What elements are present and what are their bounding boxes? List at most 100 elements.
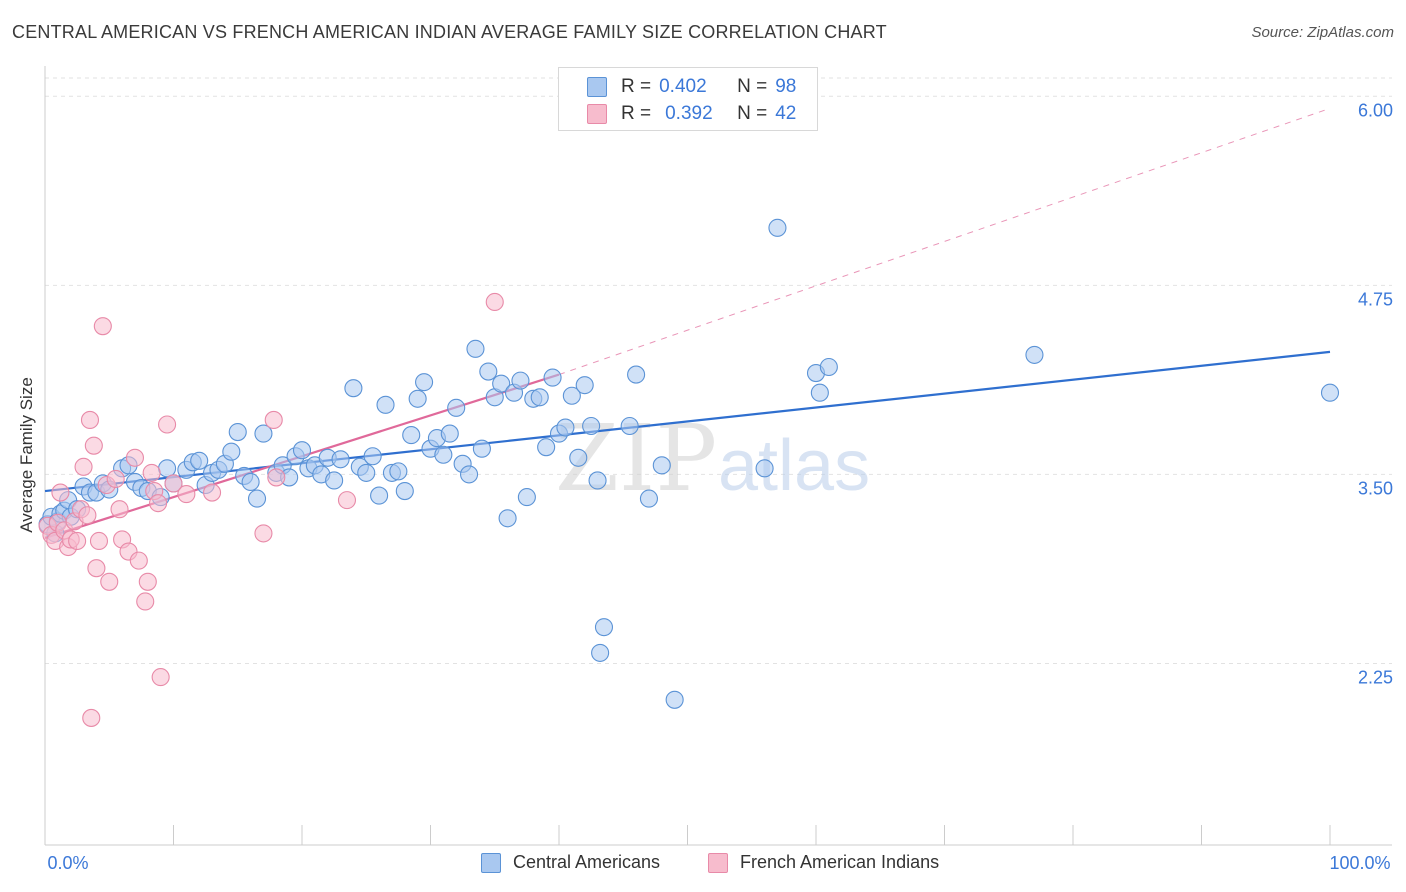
central-american-point xyxy=(357,463,376,482)
legend-n-value: 98 xyxy=(775,76,797,97)
central-american-point xyxy=(556,418,575,437)
central-american-point xyxy=(755,459,774,478)
central-american-point xyxy=(466,339,485,358)
central-american-point xyxy=(543,368,562,387)
french-american-indian-point xyxy=(89,531,109,551)
central-american-point xyxy=(479,362,498,381)
central-american-point xyxy=(254,424,273,443)
legend-r-label: R = xyxy=(621,103,652,124)
central-american-point xyxy=(472,439,491,458)
french-american-indian-point xyxy=(149,494,168,513)
central-american-point xyxy=(459,465,479,484)
central-american-point xyxy=(389,462,408,481)
french-american-indian-point xyxy=(203,483,222,502)
central-american-point xyxy=(292,441,312,460)
data-points xyxy=(38,218,1340,727)
central-american-point xyxy=(1320,383,1340,402)
french-american-indian-point xyxy=(142,463,161,482)
french-american-indian-point xyxy=(485,292,504,312)
x-tick-label: 0.0% xyxy=(47,853,88,873)
series-legend-central-americans: Central Americans xyxy=(481,852,660,873)
french-american-indian-point xyxy=(110,500,129,519)
central-american-point xyxy=(588,471,607,490)
central-american-point xyxy=(247,489,267,508)
central-american-point xyxy=(408,389,427,408)
legend-r-label: R = xyxy=(621,76,652,97)
central-american-point xyxy=(1025,345,1044,364)
central-american-point xyxy=(810,383,829,402)
central-american-point xyxy=(363,447,382,466)
central-american-point xyxy=(190,451,209,470)
central-american-point xyxy=(652,456,671,475)
series-swatch-blue xyxy=(481,852,501,873)
central-american-point xyxy=(241,472,260,492)
y-tick-label: 3.50 xyxy=(1358,478,1393,498)
grid-lines xyxy=(45,77,1392,664)
central-american-point xyxy=(158,459,177,478)
central-american-point xyxy=(530,388,549,407)
legend-n-label: N = xyxy=(737,103,768,124)
legend-swatch-pink xyxy=(587,104,607,124)
french-american-indian-point xyxy=(80,410,100,430)
french-american-indian-point xyxy=(93,317,112,336)
central-american-point xyxy=(228,423,247,442)
central-american-point xyxy=(447,398,466,417)
series-legend-french-american-indians: French American Indians xyxy=(708,852,939,873)
french-american-indian-point xyxy=(264,410,283,430)
central-american-point xyxy=(591,643,610,662)
central-american-point xyxy=(492,374,511,393)
y-tick-label: 4.75 xyxy=(1358,289,1393,309)
central-american-point xyxy=(376,395,395,414)
central-american-point xyxy=(440,424,459,443)
central-american-point xyxy=(325,471,344,490)
french-american-indian-point xyxy=(164,474,183,493)
y-axis-label: Average Family Size xyxy=(17,377,36,533)
central-american-point xyxy=(222,442,241,461)
central-american-point xyxy=(498,509,517,528)
french-american-indian-point xyxy=(84,436,103,455)
legend-n-value: 42 xyxy=(775,103,797,124)
french-american-indian-point xyxy=(129,551,148,570)
central-american-point xyxy=(620,416,639,436)
french-american-indian-point xyxy=(177,485,196,504)
french-american-indian-point xyxy=(136,592,155,611)
central-american-point xyxy=(575,376,594,395)
central-american-point xyxy=(639,489,659,508)
legend-r-value: 0.392 xyxy=(665,103,713,124)
correlation-legend: R = 0.402 N = 98 R = 0.392 N = 42 xyxy=(558,67,818,131)
central-american-point xyxy=(627,365,646,384)
y-tick-label: 6.00 xyxy=(1358,100,1393,120)
french-american-indian-point xyxy=(100,572,119,591)
french-american-indian-point xyxy=(78,506,97,525)
legend-row-central-americans: R = 0.402 N = 98 xyxy=(587,75,796,99)
tick-labels: 2.25 3.50 4.75 6.00 0.0% 100.0% xyxy=(47,100,1393,873)
french-american-indians-trend-extension xyxy=(558,107,1331,376)
central-american-point xyxy=(569,448,588,467)
y-tick-label: 2.25 xyxy=(1358,667,1393,687)
central-american-point xyxy=(768,218,787,237)
axes xyxy=(44,66,1392,846)
french-american-indian-point xyxy=(74,457,93,476)
french-american-indian-point xyxy=(68,531,87,551)
series-label: French American Indians xyxy=(740,852,940,872)
legend-r-value: 0.402 xyxy=(659,76,707,97)
series-swatch-pink xyxy=(708,852,728,873)
central-american-point xyxy=(517,488,536,507)
french-american-indian-point xyxy=(151,668,170,687)
chart-title: CENTRAL AMERICAN VS FRENCH AMERICAN INDI… xyxy=(12,22,887,42)
watermark: ZIP atlas xyxy=(555,405,870,512)
legend-row-french-american-indians: R = 0.392 N = 42 xyxy=(587,102,796,126)
french-american-indian-point xyxy=(158,415,177,434)
french-american-indian-point xyxy=(51,483,70,502)
watermark-atlas: atlas xyxy=(718,426,870,506)
french-american-indian-point xyxy=(125,448,144,467)
central-american-point xyxy=(537,438,556,457)
french-american-indian-point xyxy=(138,572,157,591)
central-american-point xyxy=(434,445,453,464)
x-tick-label: 100.0% xyxy=(1329,853,1390,873)
central-american-point xyxy=(594,618,614,637)
central-american-point xyxy=(402,426,421,445)
french-american-indian-point xyxy=(106,469,125,488)
french-american-indian-point xyxy=(267,468,286,487)
